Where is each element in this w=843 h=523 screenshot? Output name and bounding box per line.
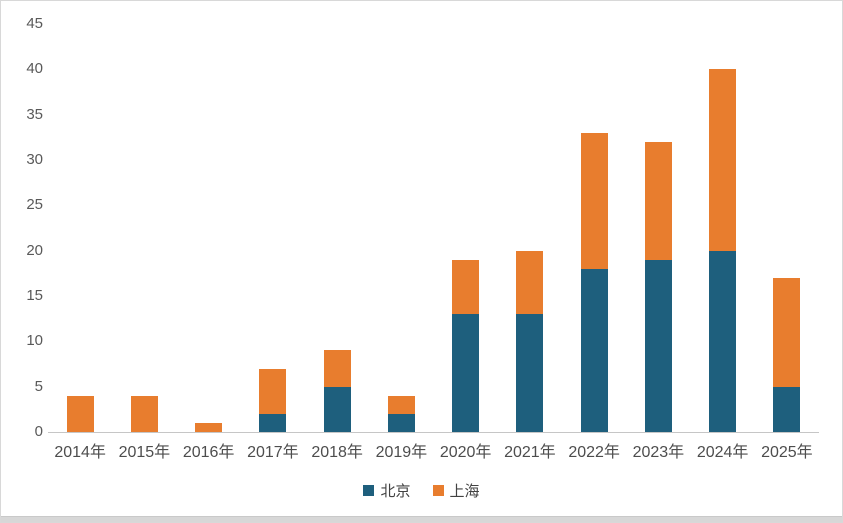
x-tick-label: 2025年 — [761, 444, 813, 461]
x-tick-label: 2021年 — [504, 444, 556, 461]
bar-segment-上海 — [709, 69, 737, 251]
x-tick-label: 2017年 — [247, 444, 299, 461]
bar-segment-北京 — [773, 386, 801, 432]
bar-segment-上海 — [644, 141, 672, 260]
x-tick-label: 2018年 — [311, 444, 363, 461]
x-tick-label: 2022年 — [568, 444, 620, 461]
bar-segment-北京 — [387, 413, 415, 432]
y-tick-label: 5 — [34, 377, 43, 395]
x-tick-label: 2020年 — [439, 444, 492, 461]
bar-segment-北京 — [580, 268, 608, 432]
x-tick-label: 2015年 — [118, 444, 171, 461]
y-tick-label: 35 — [26, 105, 43, 123]
legend-swatch-icon — [363, 485, 375, 496]
bar-segment-北京 — [709, 250, 737, 432]
bar-segment-上海 — [452, 259, 480, 315]
y-tick-label: 25 — [26, 196, 43, 214]
x-tick-label: 2023年 — [632, 444, 685, 461]
x-tick-label: 2016年 — [182, 444, 235, 461]
x-tick-label: 2019年 — [375, 444, 428, 461]
bottom-strip — [1, 516, 842, 522]
bar-segment-上海 — [259, 368, 287, 414]
bar-segment-上海 — [195, 422, 223, 432]
bar-segment-上海 — [66, 395, 94, 432]
bar-segment-北京 — [452, 314, 480, 432]
x-tick-label: 2014年 — [54, 444, 106, 461]
bar-segment-上海 — [580, 132, 608, 269]
legend-label: 北京 — [380, 483, 411, 500]
y-tick-label: 15 — [26, 287, 43, 304]
y-tick-label: 20 — [26, 241, 43, 259]
bar-segment-北京 — [644, 259, 672, 432]
bar-segment-北京 — [516, 314, 544, 432]
bar-segment-上海 — [130, 395, 158, 432]
legend: 北京 上海 — [1, 480, 842, 501]
legend-item: 北京 — [363, 480, 411, 501]
bar-segment-上海 — [323, 350, 351, 387]
y-tick-label: 0 — [34, 423, 43, 440]
bar-segment-北京 — [323, 386, 351, 432]
y-tick-label: 30 — [26, 151, 43, 168]
y-tick-label: 10 — [26, 332, 43, 350]
legend-label: 上海 — [449, 483, 480, 500]
x-axis-line — [48, 432, 819, 433]
bar-segment-上海 — [387, 395, 415, 414]
y-tick-label: 40 — [26, 60, 43, 78]
y-tick-label: 45 — [26, 15, 43, 32]
x-tick-label: 2024年 — [696, 444, 749, 461]
legend-swatch-icon — [432, 485, 444, 496]
bar-segment-上海 — [516, 250, 544, 315]
bar-segment-北京 — [259, 413, 287, 432]
legend-item: 上海 — [432, 480, 480, 501]
bar-segment-上海 — [773, 277, 801, 387]
